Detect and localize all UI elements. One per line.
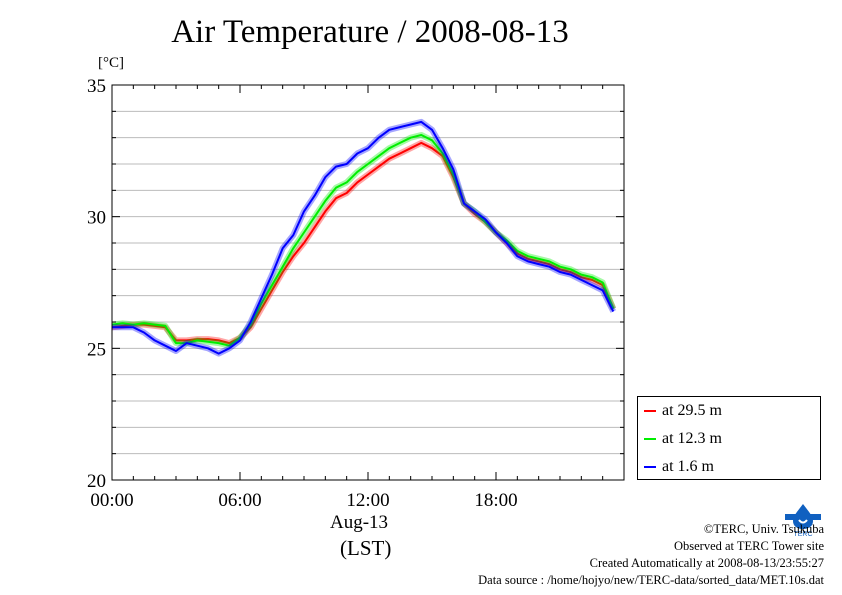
legend-item-12-3m: at 12.3 m <box>644 428 722 450</box>
y-tick-label: 30 <box>87 208 106 229</box>
logo-text: TERC <box>793 531 812 538</box>
x-tick-label: 00:00 <box>90 490 133 511</box>
series-halo-1 <box>111 132 617 349</box>
legend-item-29-5m: at 29.5 m <box>644 400 722 422</box>
y-tick-label: 20 <box>87 471 106 492</box>
series-group <box>111 118 617 357</box>
legend-swatch-red <box>644 410 656 412</box>
grid-lines <box>112 110 624 455</box>
x-axis-timezone-label: (LST) <box>340 536 392 560</box>
series-line-2 <box>112 120 615 355</box>
series-line-1 <box>111 134 615 347</box>
series-halo-2 <box>112 118 616 357</box>
copyright-text: ©TERC, Univ. Tsukuba <box>703 522 824 536</box>
x-tick-label: 18:00 <box>474 490 517 511</box>
legend-swatch-blue <box>644 466 656 468</box>
y-tick-label: 35 <box>87 76 106 97</box>
chart-title: Air Temperature / 2008-08-13 <box>171 14 569 50</box>
y-tick-label: 25 <box>87 339 106 360</box>
legend-swatch-green <box>644 438 656 440</box>
x-tick-label: 06:00 <box>218 490 261 511</box>
source-text: Data source : /home/hojyo/new/TERC-data/… <box>478 573 824 587</box>
axis-ticks: 20 25 30 35 00:00 06:00 12:00 18:00 <box>87 76 625 511</box>
terc-logo-icon: TERC <box>783 502 823 538</box>
legend-label: at 29.5 m <box>662 402 722 419</box>
legend: at 29.5 m at 12.3 m at 1.6 m <box>637 396 821 480</box>
y-axis-unit-label: [°C] <box>98 55 124 71</box>
legend-item-1-6m: at 1.6 m <box>644 456 714 478</box>
created-text: Created Automatically at 2008-08-13/23:5… <box>589 556 824 570</box>
series-line-0 <box>111 141 615 345</box>
credits: ©TERC, Univ. Tsukuba Observed at TERC To… <box>478 521 824 589</box>
legend-label: at 1.6 m <box>662 458 714 475</box>
legend-label: at 12.3 m <box>662 430 722 447</box>
x-axis-date-label: Aug-13 <box>330 512 389 533</box>
observed-text: Observed at TERC Tower site <box>673 539 824 553</box>
x-tick-label: 12:00 <box>346 490 389 511</box>
